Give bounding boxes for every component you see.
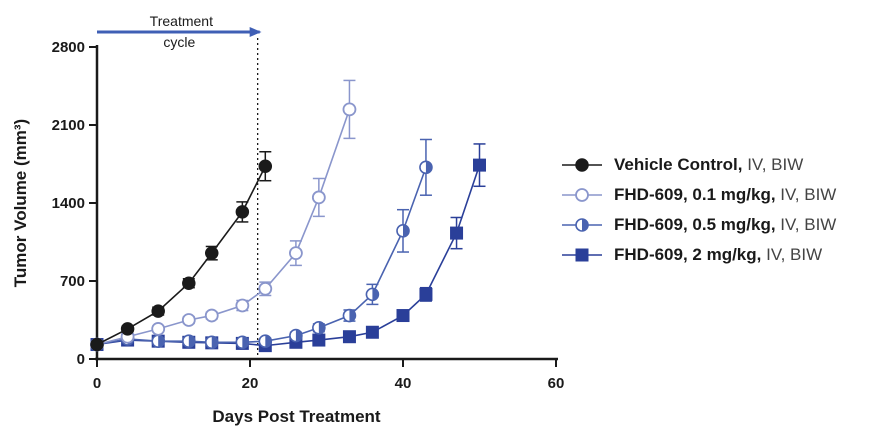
treatment-cycle-label-line1: Treatment (150, 13, 213, 29)
data-point (288, 246, 303, 261)
data-point (151, 322, 166, 336)
data-point-half-fill (265, 335, 272, 348)
data-point (396, 224, 410, 238)
data-point-half-fill (425, 161, 432, 174)
series-layer (90, 79, 486, 353)
data-point (205, 246, 219, 260)
x-tick-label: 40 (395, 375, 412, 392)
data-point-half-fill (211, 336, 218, 349)
data-point (235, 335, 250, 350)
data-point (342, 330, 356, 344)
legend-swatch (562, 248, 602, 262)
data-point-half-fill (158, 335, 165, 348)
data-point-half-fill (242, 336, 249, 349)
data-point (90, 337, 104, 352)
series-line (96, 164, 481, 347)
data-point (258, 334, 273, 348)
data-point (258, 159, 273, 173)
data-point (342, 308, 357, 323)
data-point-half-fill (372, 288, 379, 301)
data-point (151, 334, 165, 348)
axes-layer: 0 700 1400 2100 2800 0 20 40 60 (52, 39, 565, 392)
legend-label: FHD-609, 0.5 mg/kg, IV, BIW (614, 215, 836, 235)
data-point (289, 328, 303, 343)
y-axis-label: Tumor Volume (mm³) (11, 119, 30, 287)
legend-series-suffix: IV, BIW (742, 155, 804, 174)
data-point (235, 205, 250, 219)
x-tick-label: 20 (242, 375, 259, 392)
y-tick-label: 1400 (52, 195, 85, 212)
legend-label: Vehicle Control, IV, BIW (614, 155, 803, 175)
legend-series-suffix: IV, BIW (775, 215, 837, 234)
legend-label: FHD-609, 0.1 mg/kg, IV, BIW (614, 185, 836, 205)
data-point (235, 298, 250, 313)
data-point (419, 287, 433, 301)
data-point (151, 304, 165, 318)
data-point (365, 325, 379, 339)
legend-series-suffix: IV, BIW (775, 185, 837, 204)
x-axis-label: Days Post Treatment (212, 407, 381, 426)
y-tick-label: 2100 (52, 117, 85, 134)
series-line (96, 165, 267, 346)
data-point (182, 276, 196, 290)
data-point (473, 158, 486, 172)
data-point-half-fill (188, 335, 195, 348)
data-point (204, 308, 219, 323)
y-tick-label: 2800 (52, 39, 85, 56)
data-point (342, 102, 357, 117)
y-tick-label: 0 (77, 351, 85, 368)
data-point-half-fill (582, 219, 588, 231)
data-point (575, 248, 589, 262)
data-point (419, 160, 433, 175)
legend-series-suffix: IV, BIW (761, 245, 823, 264)
series-0 (90, 150, 273, 352)
data-point (312, 320, 326, 335)
data-point (120, 322, 135, 336)
data-point (258, 281, 273, 296)
x-tick-label: 60 (548, 375, 565, 392)
legend-series-name: FHD-609, 0.5 mg/kg, (614, 215, 776, 234)
legend-item: FHD-609, 0.1 mg/kg, IV, BIW (560, 180, 836, 210)
legend-swatch (562, 158, 602, 172)
data-point (204, 335, 219, 350)
data-point-half-fill (295, 329, 302, 342)
legend-series-name: FHD-609, 2 mg/kg, (614, 245, 762, 264)
data-point (396, 309, 410, 323)
data-point (181, 313, 196, 327)
legend-item: Vehicle Control, IV, BIW (560, 150, 836, 180)
legend-label: FHD-609, 2 mg/kg, IV, BIW (614, 245, 822, 265)
data-point (365, 287, 380, 302)
legend: Vehicle Control, IV, BIW FHD-609, 0.1 mg/… (560, 150, 836, 270)
y-tick-label: 700 (60, 273, 85, 290)
series-line (96, 109, 351, 346)
legend-swatch (562, 188, 602, 202)
data-point (182, 334, 196, 348)
data-point (575, 188, 589, 202)
data-point (575, 158, 589, 172)
annotation-layer: Treatment cycle (97, 13, 262, 359)
series-1 (90, 79, 357, 352)
legend-item: FHD-609, 0.5 mg/kg, IV, BIW (560, 210, 836, 240)
data-point (575, 218, 589, 232)
data-point-half-fill (403, 224, 410, 237)
legend-swatch (562, 218, 602, 232)
legend-item: FHD-609, 2 mg/kg, IV, BIW (560, 240, 836, 270)
data-point (311, 190, 326, 205)
legend-series-name: Vehicle Control, (614, 155, 743, 174)
x-tick-label: 0 (93, 375, 101, 392)
data-point (450, 226, 464, 240)
data-point-half-fill (318, 321, 325, 334)
data-point (312, 333, 326, 347)
data-point-half-fill (349, 309, 356, 322)
treatment-cycle-label-line2: cycle (163, 34, 195, 50)
legend-series-name: FHD-609, 0.1 mg/kg, (614, 185, 776, 204)
